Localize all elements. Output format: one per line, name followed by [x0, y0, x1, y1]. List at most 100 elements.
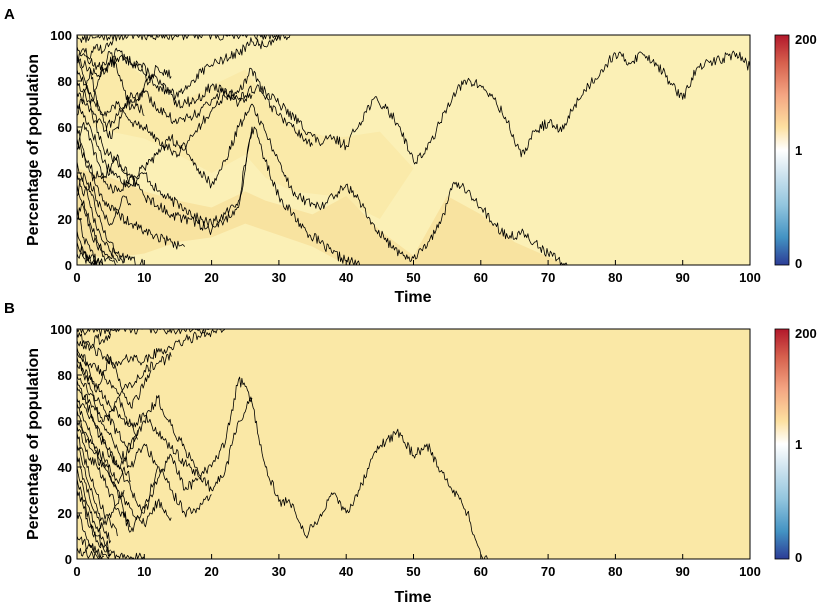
- y-tick-label: 100: [50, 28, 72, 43]
- regions-a: [77, 39, 562, 265]
- x-tick-label: 100: [739, 270, 761, 285]
- y-axis-label-b: Percentage of population: [25, 348, 42, 540]
- series-line: [77, 489, 111, 557]
- colorbar-b-top-label: 200: [795, 326, 817, 341]
- series-line: [77, 432, 118, 537]
- y-tick-label: 80: [58, 368, 72, 383]
- y-tick-label: 20: [58, 212, 72, 227]
- series-line: [77, 126, 253, 236]
- series-line: [77, 230, 98, 265]
- series-line: [77, 200, 118, 263]
- series-line: [77, 138, 185, 250]
- series-line: [77, 103, 361, 265]
- series-line: [77, 362, 488, 559]
- series-line: [77, 351, 172, 397]
- y-tick-label: 80: [58, 74, 72, 89]
- series-line: [77, 184, 118, 265]
- traces-a: [77, 35, 750, 265]
- colorbar-a-top-label: 200: [795, 32, 817, 47]
- x-tick-label: 50: [406, 270, 420, 285]
- x-tick-label: 0: [73, 564, 80, 579]
- series-line: [77, 35, 280, 43]
- series-line: [77, 420, 159, 533]
- y-tick-label: 0: [65, 552, 72, 567]
- x-ticks-a: 0 10 20 30 40 50 60 70 80 90 100: [73, 260, 761, 285]
- colorbar-a-mid-label: 1: [795, 143, 802, 158]
- colorbar-a-bottom-label: 0: [795, 256, 802, 271]
- x-tick-label: 40: [339, 564, 353, 579]
- series-line: [77, 241, 104, 265]
- series-line: [77, 332, 112, 351]
- series-line: [77, 402, 132, 484]
- y-axis-label-a: Percentage of population: [25, 54, 42, 246]
- y-tick-label: 40: [58, 460, 72, 475]
- colorbar-b-bottom-label: 0: [795, 550, 802, 565]
- x-tick-label: 20: [204, 270, 218, 285]
- x-tick-label: 30: [272, 564, 286, 579]
- x-tick-label: 50: [406, 564, 420, 579]
- series-line: [77, 478, 111, 557]
- y-ticks-b: 0 20 40 60 80 100: [50, 322, 82, 567]
- x-tick-label: 80: [608, 270, 622, 285]
- y-tick-label: 40: [58, 166, 72, 181]
- colorbar-b-gradient: [774, 328, 790, 560]
- y-tick-label: 100: [50, 322, 72, 337]
- y-tick-label: 20: [58, 506, 72, 521]
- x-tick-label: 100: [739, 564, 761, 579]
- series-line: [77, 386, 212, 518]
- series-line: [77, 172, 132, 226]
- x-tick-label: 0: [73, 270, 80, 285]
- y-tick-label: 60: [58, 414, 72, 429]
- series-line: [77, 356, 138, 440]
- series-line: [77, 455, 112, 544]
- traces-b: [77, 329, 488, 559]
- series-line: [77, 329, 212, 337]
- panel-label-b: B: [4, 300, 15, 317]
- x-tick-label: 20: [204, 564, 218, 579]
- series-line: [77, 172, 125, 264]
- series-line: [77, 409, 172, 528]
- x-tick-label: 60: [474, 270, 488, 285]
- y-tick-label: 60: [58, 120, 72, 135]
- x-tick-label: 40: [339, 270, 353, 285]
- x-tick-label: 90: [675, 270, 689, 285]
- x-ticks-b: 0 10 20 30 40 50 60 70 80 90 100: [73, 554, 761, 579]
- plot-background-b: [77, 329, 750, 559]
- series-line: [77, 425, 131, 528]
- y-ticks-a: 0 20 40 60 80 100: [50, 28, 82, 273]
- series-line: [77, 35, 118, 64]
- series-line: [77, 347, 152, 409]
- colorbar-a: 200 1 0: [774, 32, 817, 271]
- series-line: [77, 92, 569, 265]
- series-line: [77, 51, 172, 111]
- series-line: [77, 374, 253, 492]
- series-line: [77, 379, 138, 470]
- x-tick-label: 10: [137, 564, 151, 579]
- x-tick-label: 70: [541, 270, 555, 285]
- series-line: [77, 207, 104, 265]
- series-line: [77, 443, 125, 526]
- y-tick-label: 0: [65, 258, 72, 273]
- series-line: [77, 50, 750, 165]
- series-line: [77, 161, 145, 265]
- series-line: [77, 547, 104, 559]
- series-line: [77, 122, 132, 185]
- x-tick-label: 70: [541, 564, 555, 579]
- x-tick-label: 60: [474, 564, 488, 579]
- x-axis-label-a: Time: [394, 289, 431, 306]
- x-axis-label-b: Time: [394, 589, 431, 606]
- x-tick-label: 10: [137, 270, 151, 285]
- series-line: [77, 512, 105, 559]
- x-tick-label: 80: [608, 564, 622, 579]
- colorbar-a-gradient: [774, 34, 790, 266]
- colorbar-b: 200 1 0: [774, 326, 817, 565]
- series-line: [77, 80, 253, 132]
- shaded-region: [77, 39, 414, 219]
- panel-label-a: A: [4, 6, 15, 23]
- series-line: [77, 67, 313, 158]
- series-line: [77, 69, 145, 139]
- x-tick-label: 90: [675, 564, 689, 579]
- shaded-region: [77, 168, 562, 265]
